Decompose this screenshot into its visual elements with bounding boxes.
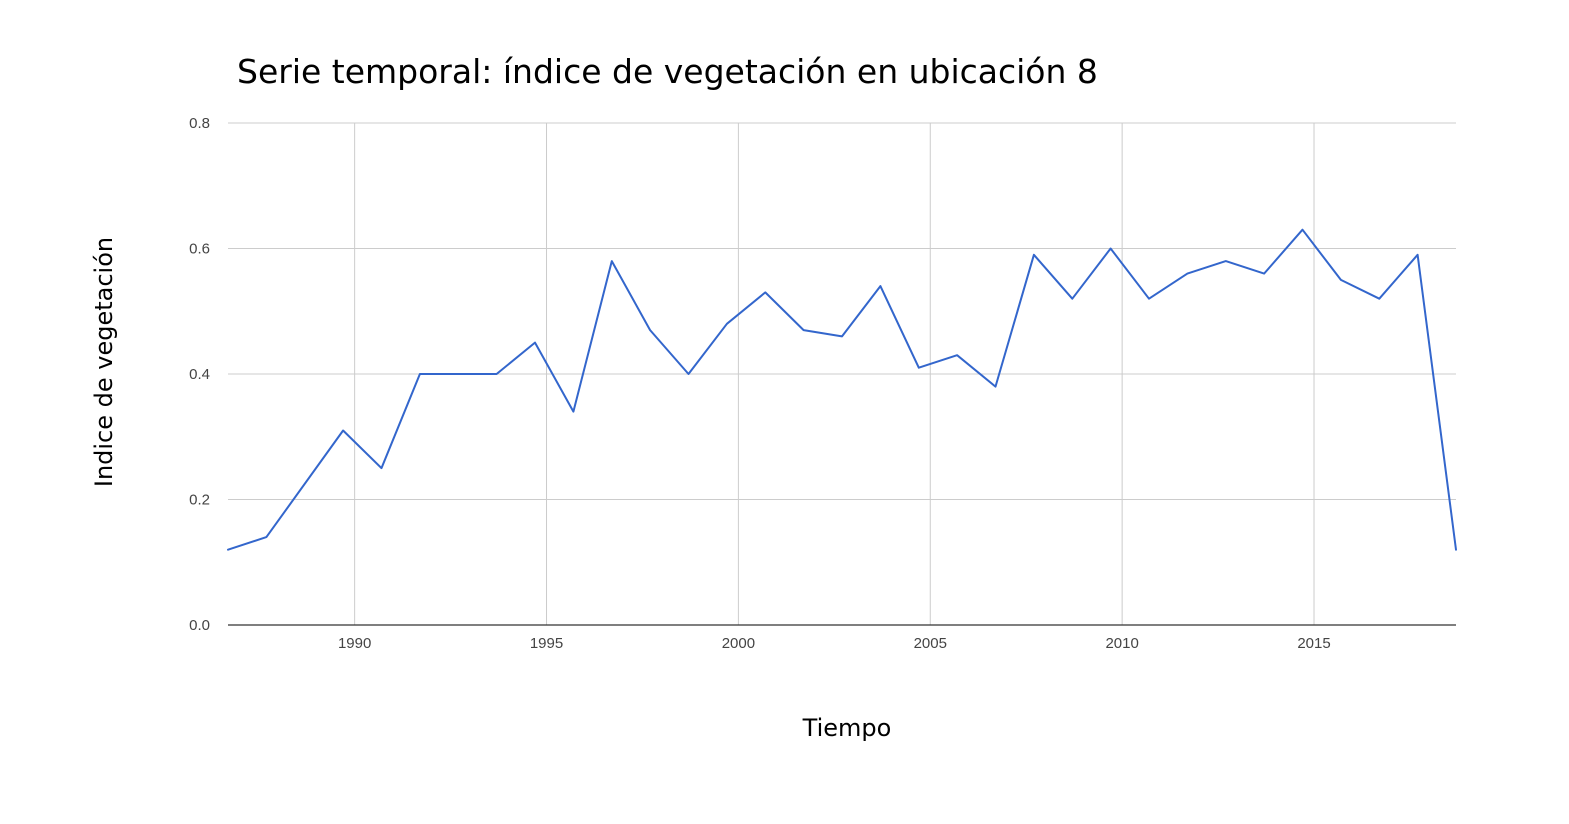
data-point	[265, 536, 267, 538]
data-point	[1033, 254, 1035, 256]
grid-layer	[228, 122, 1456, 625]
series-layer	[227, 228, 1457, 551]
axis-layer: 0.0 0.2 0.4 0.6 0.8 1990 1995 2000 2005 2010 2015	[189, 115, 1456, 652]
data-point	[419, 373, 421, 375]
x-tick-label: 1990	[338, 635, 371, 652]
data-point	[1302, 229, 1304, 231]
x-tick-label: 2015	[1297, 635, 1330, 652]
data-point	[1263, 273, 1265, 275]
x-tick-label: 2010	[1105, 635, 1138, 652]
data-point	[1186, 273, 1188, 275]
data-point	[841, 335, 843, 337]
y-tick-label: 0.0	[189, 617, 210, 634]
data-point	[496, 373, 498, 375]
x-tick-label: 2000	[722, 635, 755, 652]
data-point	[764, 291, 766, 293]
data-point	[726, 323, 728, 325]
data-point	[649, 329, 651, 331]
series-line	[227, 228, 1457, 551]
data-point	[1340, 279, 1342, 281]
y-tick-label: 0.8	[189, 115, 210, 132]
data-point	[1071, 298, 1073, 300]
data-point	[1148, 298, 1150, 300]
data-point	[688, 373, 690, 375]
data-point	[995, 386, 997, 388]
data-point	[611, 260, 613, 262]
data-point	[1455, 549, 1457, 551]
data-point	[956, 354, 958, 356]
chart-title: Serie temporal: índice de vegetación en …	[237, 52, 1098, 91]
data-point	[381, 467, 383, 469]
x-tick-label: 2005	[914, 635, 947, 652]
data-point	[918, 367, 920, 369]
y-tick-label: 0.2	[189, 492, 210, 509]
data-point	[1225, 260, 1227, 262]
data-point	[342, 429, 344, 431]
data-point	[879, 285, 881, 287]
data-point	[1417, 254, 1419, 256]
data-point	[1378, 298, 1380, 300]
data-point	[572, 411, 574, 413]
x-axis-label: Tiempo	[802, 714, 892, 742]
data-point	[534, 342, 536, 344]
y-tick-label: 0.6	[189, 241, 210, 258]
x-tick-label: 1995	[530, 635, 563, 652]
data-point	[227, 549, 229, 551]
data-point	[1110, 248, 1112, 250]
data-point	[803, 329, 805, 331]
y-tick-label: 0.4	[189, 366, 210, 383]
